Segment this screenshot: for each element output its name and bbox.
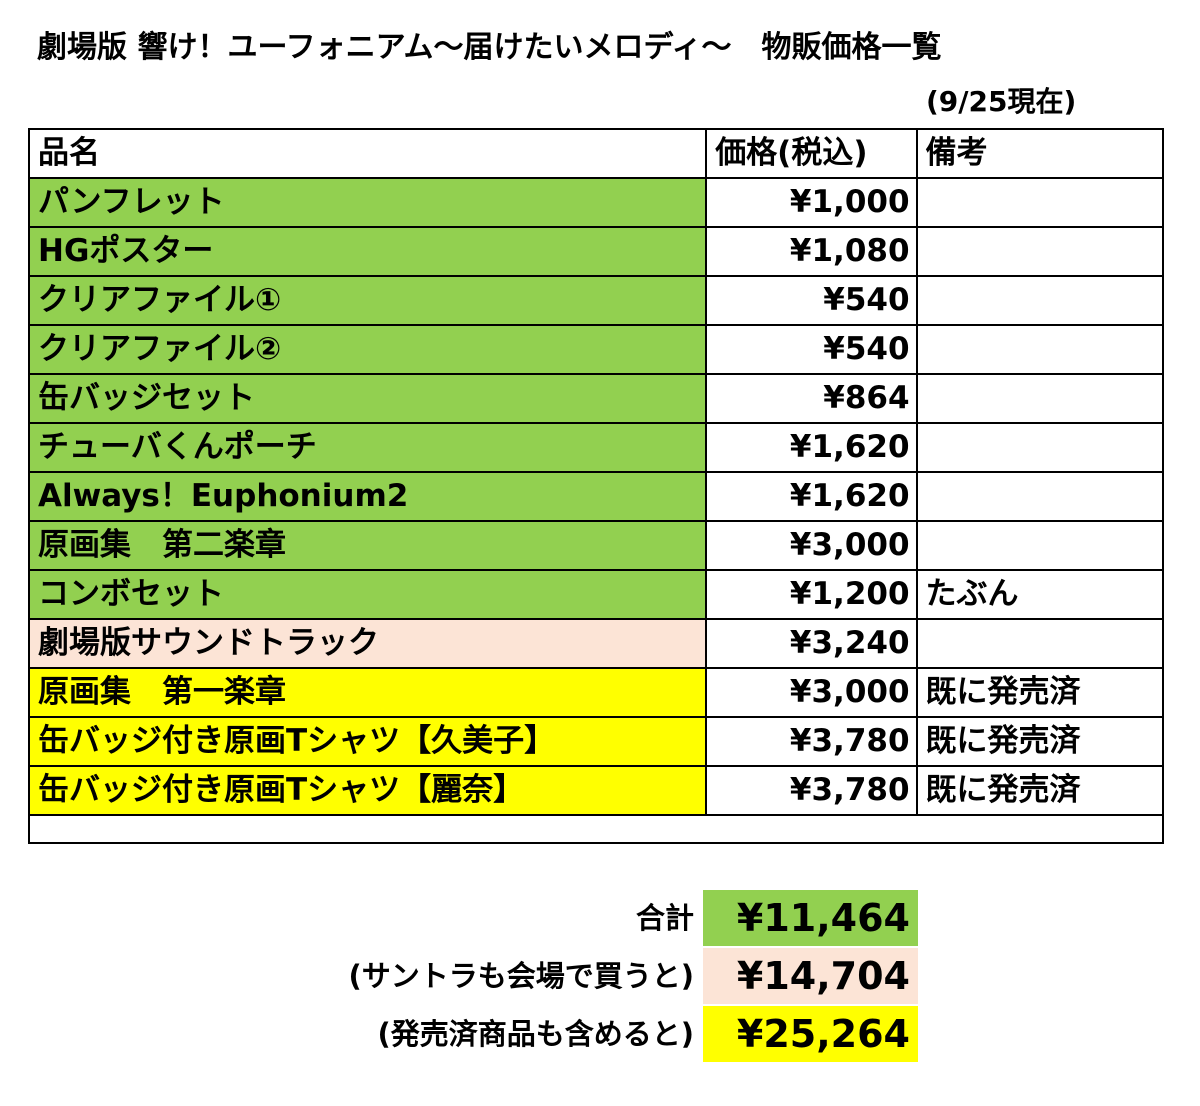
item-name-cell: コンボセット xyxy=(27,569,708,620)
item-price-cell: ¥3,000 xyxy=(705,520,918,571)
column-header-price: 価格(税込) xyxy=(705,128,918,179)
item-name-cell: 缶バッジ付き原画Tシャツ【麗奈】 xyxy=(27,765,708,816)
total-value: ¥25,264 xyxy=(703,1006,918,1062)
item-note-cell xyxy=(915,471,1165,522)
as-of-date: (9/25現在) xyxy=(926,85,1077,118)
item-price-cell: ¥3,780 xyxy=(705,716,918,767)
item-note-cell xyxy=(915,275,1165,326)
item-name-cell: 原画集 第一楽章 xyxy=(27,667,708,718)
table-row: 原画集 第二楽章 ¥3,000 xyxy=(27,520,1165,571)
item-name-cell: 劇場版サウンドトラック xyxy=(27,618,708,669)
item-name-cell: 缶バッジ付き原画Tシャツ【久美子】 xyxy=(27,716,708,767)
item-note-cell xyxy=(915,177,1165,228)
item-price-cell: ¥540 xyxy=(705,275,918,326)
page-title: 劇場版 響け！ユーフォニアム〜届けたいメロディ〜 物販価格一覧 xyxy=(37,30,942,65)
item-price-cell: ¥1,080 xyxy=(705,226,918,277)
price-table: 品名 価格(税込) 備考 パンフレット ¥1,000 HGポスター ¥1,080 クリア… xyxy=(27,128,1165,844)
total-row: (サントラも会場で買うと) ¥14,704 xyxy=(0,948,1200,1004)
item-name-cell: チューバくんポーチ xyxy=(27,422,708,473)
item-note-cell xyxy=(915,324,1165,375)
table-bottom-spacer xyxy=(27,814,1165,844)
table-row: Always！Euphonium2 ¥1,620 xyxy=(27,471,1165,522)
table-row: コンボセット ¥1,200 たぶん xyxy=(27,569,1165,620)
table-row: チューバくんポーチ ¥1,620 xyxy=(27,422,1165,473)
item-price-cell: ¥3,000 xyxy=(705,667,918,718)
table-row: 原画集 第一楽章 ¥3,000 既に発売済 xyxy=(27,667,1165,718)
item-price-cell: ¥540 xyxy=(705,324,918,375)
item-price-cell: ¥1,000 xyxy=(705,177,918,228)
item-name-cell: 原画集 第二楽章 xyxy=(27,520,708,571)
item-note-cell xyxy=(915,226,1165,277)
column-header-note: 備考 xyxy=(915,128,1165,179)
item-note-cell: 既に発売済 xyxy=(915,716,1165,767)
item-name-cell: Always！Euphonium2 xyxy=(27,471,708,522)
item-price-cell: ¥3,780 xyxy=(705,765,918,816)
total-label: (サントラも会場で買うと) xyxy=(348,959,694,993)
total-label: (発売済商品も含めると) xyxy=(377,1017,694,1051)
item-note-cell: 既に発売済 xyxy=(915,667,1165,718)
item-price-cell: ¥1,200 xyxy=(705,569,918,620)
table-row: クリアファイル② ¥540 xyxy=(27,324,1165,375)
spacer-cell xyxy=(27,814,707,844)
total-value: ¥14,704 xyxy=(703,948,918,1004)
item-price-cell: ¥864 xyxy=(705,373,918,424)
table-row: 劇場版サウンドトラック ¥3,240 xyxy=(27,618,1165,669)
table-row: 缶バッジセット ¥864 xyxy=(27,373,1165,424)
spacer-cell xyxy=(916,814,1165,844)
total-row: 合計 ¥11,464 xyxy=(0,890,1200,946)
item-name-cell: クリアファイル① xyxy=(27,275,708,326)
table-row: 缶バッジ付き原画Tシャツ【麗奈】 ¥3,780 既に発売済 xyxy=(27,765,1165,816)
item-name-cell: クリアファイル② xyxy=(27,324,708,375)
item-price-cell: ¥3,240 xyxy=(705,618,918,669)
total-value: ¥11,464 xyxy=(703,890,918,946)
item-note-cell: たぶん xyxy=(915,569,1165,620)
item-note-cell xyxy=(915,520,1165,571)
table-row: 缶バッジ付き原画Tシャツ【久美子】 ¥3,780 既に発売済 xyxy=(27,716,1165,767)
item-name-cell: 缶バッジセット xyxy=(27,373,708,424)
item-name-cell: HGポスター xyxy=(27,226,708,277)
table-header-row: 品名 価格(税込) 備考 xyxy=(27,128,1165,179)
table-row: パンフレット ¥1,000 xyxy=(27,177,1165,228)
total-row: (発売済商品も含めると) ¥25,264 xyxy=(0,1006,1200,1062)
item-note-cell xyxy=(915,373,1165,424)
item-price-cell: ¥1,620 xyxy=(705,471,918,522)
total-label: 合計 xyxy=(635,901,694,935)
item-name-cell: パンフレット xyxy=(27,177,708,228)
column-header-name: 品名 xyxy=(27,128,708,179)
item-note-cell: 既に発売済 xyxy=(915,765,1165,816)
item-note-cell xyxy=(915,618,1165,669)
table-row: クリアファイル① ¥540 xyxy=(27,275,1165,326)
item-note-cell xyxy=(915,422,1165,473)
item-price-cell: ¥1,620 xyxy=(705,422,918,473)
table-row: HGポスター ¥1,080 xyxy=(27,226,1165,277)
spacer-cell xyxy=(706,814,917,844)
